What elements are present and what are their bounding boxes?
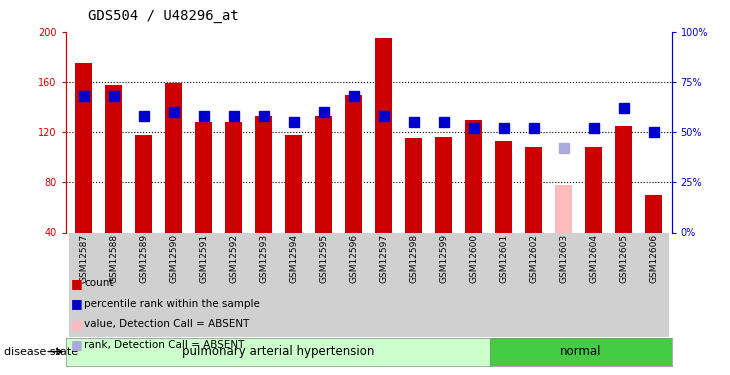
Bar (549, 232, 579, 337)
Bar (69, 232, 99, 337)
Bar (585, 147, 602, 232)
Bar (375, 38, 392, 232)
Bar (399, 232, 429, 337)
Bar (188, 232, 219, 337)
Bar (639, 232, 669, 337)
Bar (615, 126, 632, 232)
Bar (579, 232, 609, 337)
Bar (369, 232, 399, 337)
Text: ■: ■ (71, 297, 82, 310)
Bar (429, 232, 458, 337)
Bar (166, 83, 182, 232)
Bar (226, 122, 242, 232)
Bar (645, 195, 662, 232)
Text: ■: ■ (71, 318, 82, 331)
Text: pulmonary arterial hypertension: pulmonary arterial hypertension (182, 345, 374, 358)
Bar (339, 232, 369, 337)
Bar (158, 232, 188, 337)
Text: value, Detection Call = ABSENT: value, Detection Call = ABSENT (84, 320, 250, 329)
Bar (309, 232, 339, 337)
Bar (488, 232, 518, 337)
Text: ■: ■ (71, 339, 82, 351)
Bar (458, 232, 488, 337)
Bar (518, 232, 549, 337)
Bar (315, 116, 332, 232)
Text: normal: normal (560, 345, 602, 358)
Text: percentile rank within the sample: percentile rank within the sample (84, 299, 260, 309)
Bar (526, 147, 542, 232)
Bar (435, 137, 452, 232)
Text: disease state: disease state (4, 346, 78, 357)
Bar (279, 232, 309, 337)
Bar (128, 232, 158, 337)
Bar (345, 94, 362, 232)
Bar (556, 185, 572, 232)
Bar (609, 232, 639, 337)
Text: count: count (84, 278, 113, 288)
Text: ■: ■ (71, 277, 82, 290)
Bar (496, 141, 512, 232)
Bar (196, 122, 212, 232)
Bar (105, 84, 122, 232)
Bar (219, 232, 249, 337)
Bar (255, 116, 272, 232)
Bar (466, 120, 482, 232)
Bar (136, 135, 152, 232)
Bar (75, 63, 92, 232)
Bar (405, 138, 422, 232)
Text: rank, Detection Call = ABSENT: rank, Detection Call = ABSENT (84, 340, 245, 350)
Text: GDS504 / U48296_at: GDS504 / U48296_at (88, 9, 239, 23)
Bar (285, 135, 302, 232)
Bar (99, 232, 128, 337)
Bar (249, 232, 279, 337)
